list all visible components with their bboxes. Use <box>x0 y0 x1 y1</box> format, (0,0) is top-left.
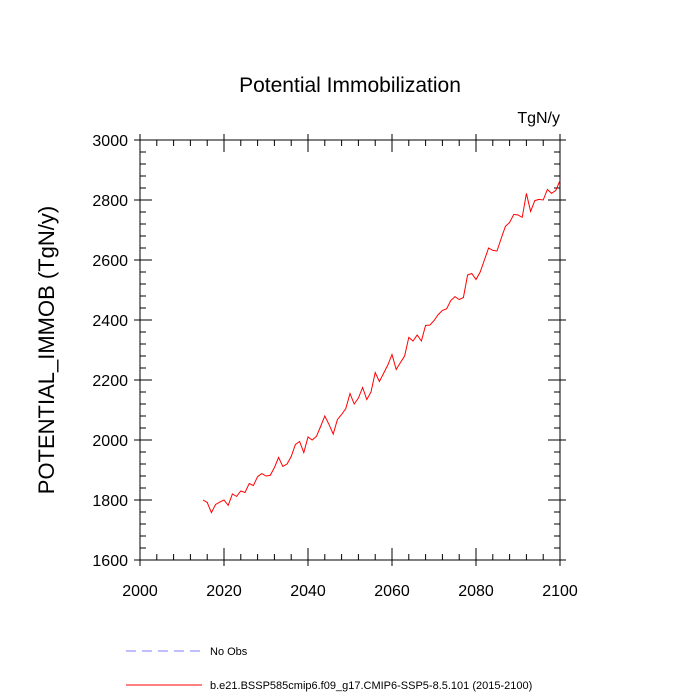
series-lines <box>202 180 561 514</box>
y-tick-label: 1800 <box>92 493 128 510</box>
y-tick-label: 3000 <box>92 133 128 150</box>
y-tick-label: 2000 <box>92 433 128 450</box>
tick-labels: 2000 2020 2040 2060 2080 2100 1600 1800 2000 2200… <box>92 133 577 600</box>
x-tick-label: 2100 <box>542 583 578 600</box>
y-tick-label: 1600 <box>92 553 128 570</box>
legend-label-model: b.e21.BSSP585cmip6.f09_g17.CMIP6-SSP5-8.… <box>210 680 532 692</box>
x-tick-label: 2000 <box>122 583 158 600</box>
y-tick-label: 2200 <box>92 373 128 390</box>
x-tick-label: 2060 <box>374 583 410 600</box>
y-tick-label: 2600 <box>92 253 128 270</box>
x-tick-label: 2080 <box>458 583 494 600</box>
y-tick-label: 2800 <box>92 193 128 210</box>
axis-ticks <box>134 134 566 566</box>
legend: No Obs b.e21.BSSP585cmip6.f09_g17.CMIP6-… <box>126 646 532 692</box>
x-tick-label: 2020 <box>206 583 242 600</box>
series-line-1 <box>202 180 561 514</box>
y-axis-label: POTENTIAL_IMMOB (TgN/y) <box>34 206 59 494</box>
x-tick-label: 2040 <box>290 583 326 600</box>
legend-label-no-obs: No Obs <box>210 646 248 658</box>
plot-frame <box>139 139 561 561</box>
chart-title: Potential Immobilization <box>239 74 461 97</box>
units-label: TgN/y <box>517 110 560 127</box>
y-tick-label: 2400 <box>92 313 128 330</box>
